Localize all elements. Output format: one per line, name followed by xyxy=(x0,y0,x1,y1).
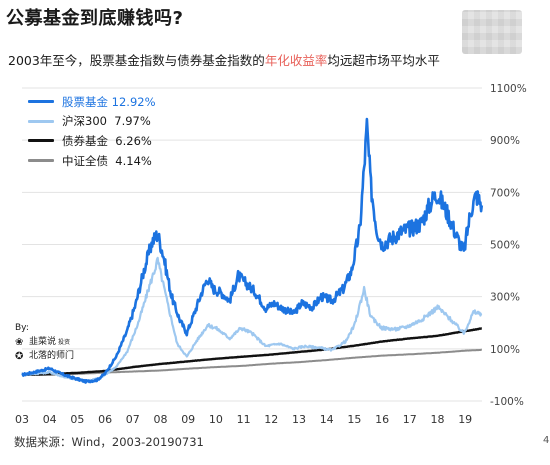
x-tick-label: 06 xyxy=(98,413,112,426)
y-axis-ticks: 1100% 900% 700% 500% 300% 100% -100% xyxy=(490,83,527,408)
page-number: 4 xyxy=(543,435,550,446)
legend-item: 沪深300 7.97% xyxy=(28,112,156,132)
legend-label: 中证全债 4.14% xyxy=(62,153,152,168)
chart-grid xyxy=(22,87,482,402)
legend-swatch xyxy=(28,139,54,143)
series-line-1 xyxy=(21,256,483,383)
y-tick-label: 100% xyxy=(490,344,520,356)
legend-swatch xyxy=(28,159,54,163)
legend-item: 股票基金 12.92% xyxy=(28,92,156,112)
author-2: 北落的师门 xyxy=(29,350,75,361)
data-source: 数据来源：Wind，2003-20190731 xyxy=(14,435,204,449)
author-1: 韭菜说 xyxy=(29,336,57,347)
subtitle-post: 均远超市场平均水平 xyxy=(327,53,440,68)
chart-subtitle: 2003年至今，股票基金指数与债券基金指数的年化收益率均远超市场平均水平 xyxy=(8,50,440,69)
y-tick-label: 300% xyxy=(490,292,520,304)
legend-label: 股票基金 12.92% xyxy=(62,94,156,109)
x-tick-label: 08 xyxy=(154,413,168,426)
chart-legend: 股票基金 12.92% 沪深300 7.97% 债券基金 6.26% 中证全债 4.1… xyxy=(28,92,156,170)
series-line-0 xyxy=(21,117,484,384)
x-tick-label: 15 xyxy=(347,413,361,426)
x-tick-label: 16 xyxy=(375,413,389,426)
x-tick-label: 12 xyxy=(264,413,278,426)
legend-item: 中证全债 4.14% xyxy=(28,151,156,171)
page-title: 公募基金到底赚钱吗? xyxy=(6,8,184,29)
x-tick-label: 11 xyxy=(237,413,251,426)
x-tick-label: 18 xyxy=(431,413,445,426)
x-tick-label: 03 xyxy=(15,413,29,426)
weibo-icon: ✪ xyxy=(15,350,24,362)
legend-swatch xyxy=(28,119,54,123)
chart-series xyxy=(21,117,484,384)
y-tick-label: -100% xyxy=(490,396,524,408)
x-axis-ticks: 03 04 05 06 07 08 09 10 11 12 13 14 15 16 17 18 19 xyxy=(15,413,472,426)
x-tick-label: 09 xyxy=(181,413,195,426)
legend-label: 沪深300 7.97% xyxy=(62,114,151,129)
subtitle-highlight: 年化收益率 xyxy=(264,53,328,68)
subtitle-pre: 2003年至今，股票基金指数与债券基金指数的 xyxy=(8,53,265,68)
wechat-icon: ❀ xyxy=(15,336,24,348)
series-line-3 xyxy=(21,348,483,376)
author-1-tag: 投资 xyxy=(58,338,71,346)
x-tick-label: 13 xyxy=(292,413,306,426)
byline: By: ❀ 韭菜说 投资 ✪ 北落的师门 xyxy=(15,321,74,363)
series-line-2 xyxy=(21,327,483,377)
x-tick-label: 10 xyxy=(209,413,223,426)
y-tick-label: 1100% xyxy=(490,83,527,95)
blurred-logo xyxy=(462,10,522,54)
x-tick-label: 05 xyxy=(70,413,84,426)
legend-label: 债券基金 6.26% xyxy=(62,133,152,148)
y-tick-label: 500% xyxy=(490,240,520,252)
x-tick-label: 04 xyxy=(43,413,57,426)
byline-label: By: xyxy=(15,322,29,333)
x-tick-label: 14 xyxy=(320,413,334,426)
y-tick-label: 700% xyxy=(490,187,520,199)
x-tick-label: 17 xyxy=(403,413,417,426)
x-tick-label: 07 xyxy=(126,413,140,426)
y-tick-label: 900% xyxy=(490,135,520,147)
x-tick-label: 19 xyxy=(458,413,472,426)
legend-item: 债券基金 6.26% xyxy=(28,131,156,151)
legend-swatch xyxy=(28,100,54,104)
